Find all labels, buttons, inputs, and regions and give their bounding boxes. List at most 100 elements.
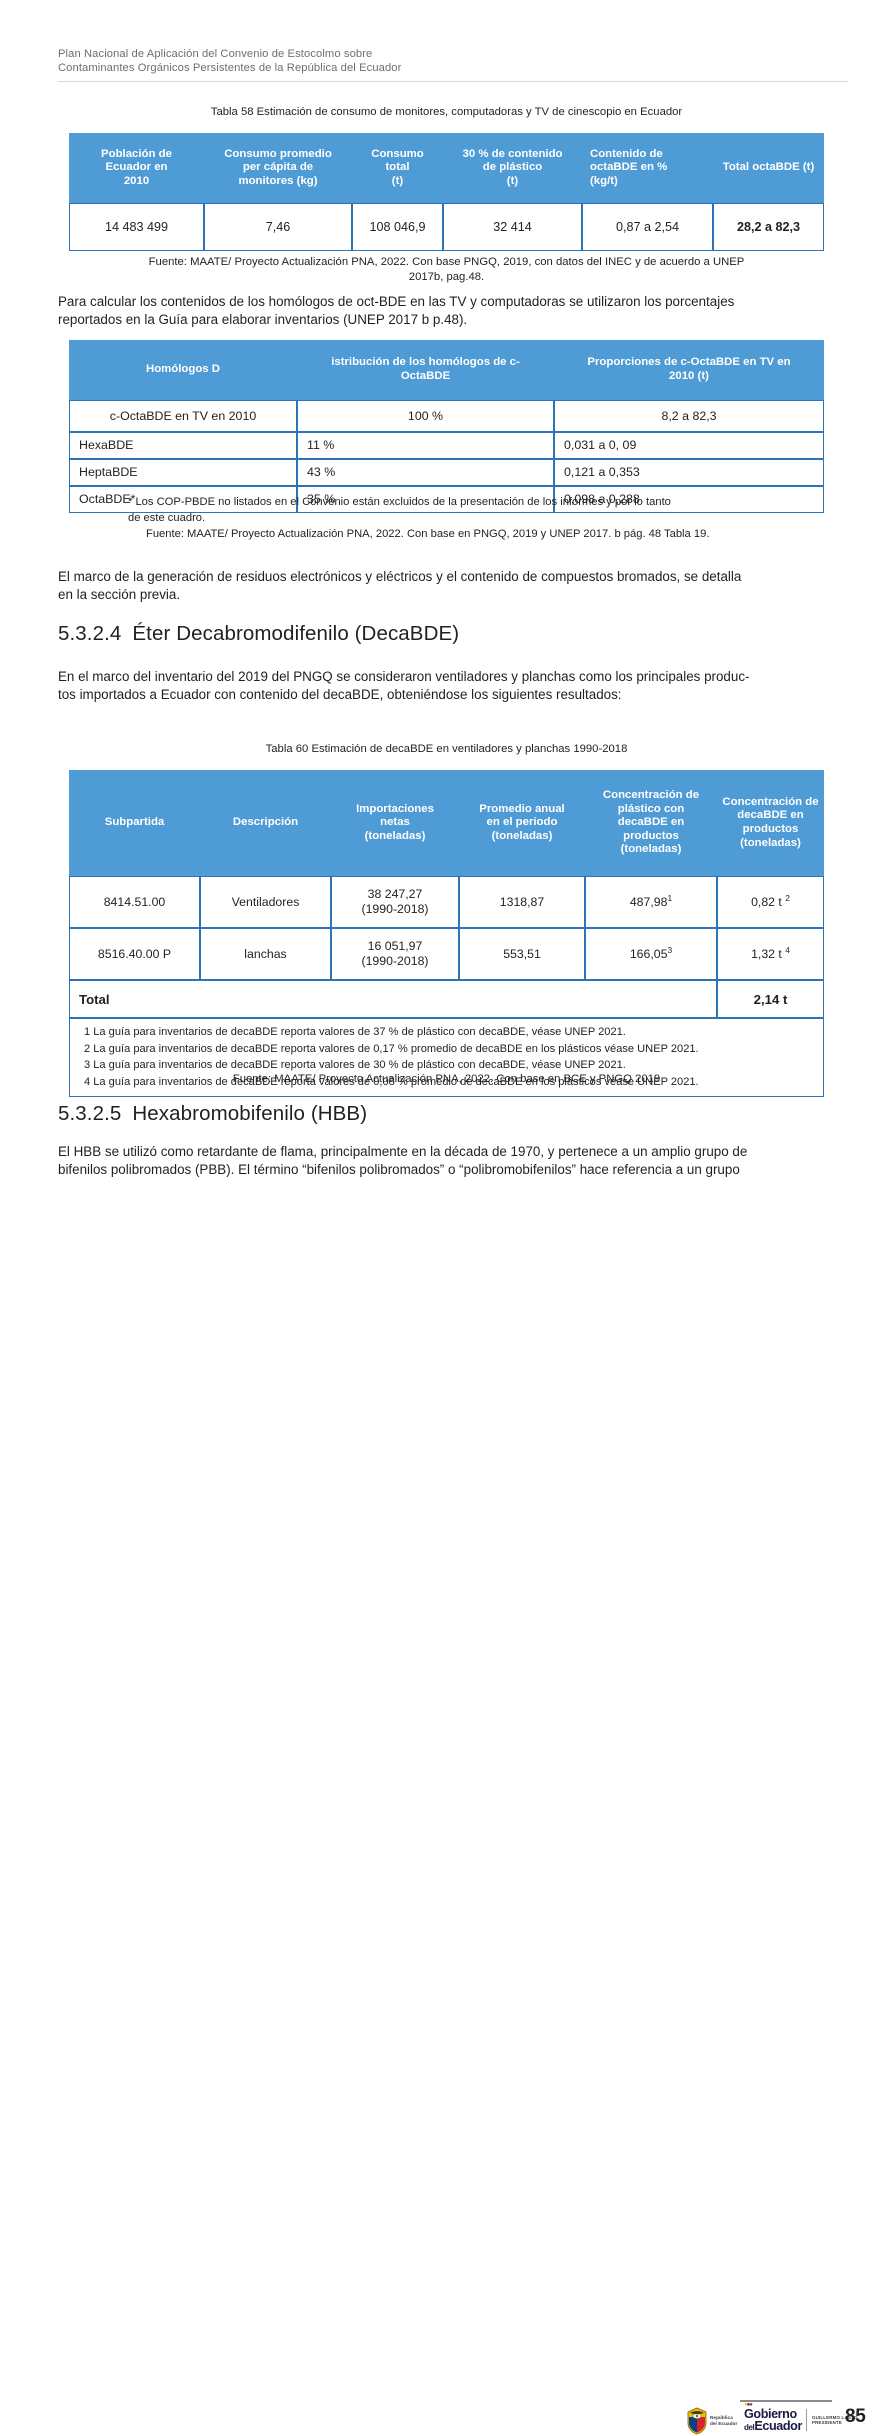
value-line: 16 051,97 [367,939,423,953]
cell-promedio: 1318,87 [459,876,585,928]
hdr-line: 2010 [123,174,150,187]
table-58-caption: Tabla 58 Estimación de consumo de monito… [210,106,683,118]
paragraph-line: En el marco del inventario del 2019 del … [58,669,750,684]
hdr-line: monitores (kg) [238,174,318,187]
table-row: HeptaBDE 43 % 0,121 a 0,353 [69,459,824,486]
paragraph-line: en la sección previa. [58,586,181,602]
value-line: 0,82 t [751,894,786,909]
hdr-line: Consumo [371,147,424,160]
value-line: 1,32 t [751,946,786,961]
header-line-2: Contaminantes Orgánicos Persistentes de … [58,61,402,74]
hdr-line: (kg/t) [590,174,618,187]
value-line: 166,05 [629,946,668,961]
table-60-source: Fuente: MAATE/ Proyecto Actualización PN… [232,1073,661,1085]
col-header-homologos: Homólogos D [69,340,297,400]
hdr-line: (t) [506,174,519,187]
col-header-plastico: 30 % de contenido de plástico (t) [443,133,582,203]
table-60-header-row: Subpartida Descripción Importaciones net… [69,770,824,876]
crest-label: República del Ecuador [710,2415,737,2426]
table-footnotes-row: 1 La guía para inventarios de decaBDE re… [69,1018,824,1097]
cell-importaciones: 38 247,27 (1990-2018) [331,876,459,928]
paragraph-inventario: En el marco del inventario del 2019 del … [58,668,848,703]
cell-distribucion: 11 % [297,432,554,459]
footnote-ref: 3 [667,944,673,955]
table-58-source: Fuente: MAATE/ Proyecto Actualización PN… [69,255,824,285]
footer-divider [740,2400,832,2402]
cell-proporcion: 8,2 a 82,3 [554,400,824,432]
note-line-1: * Los COP-PBDE no listados en el Conveni… [128,496,671,508]
cell-total-value: 2,14 t [717,980,824,1018]
gobierno-del-ecuador-logo: Gobierno delEcuador [744,2407,802,2434]
col-header-poblacion: Población de Ecuador en 2010 [69,133,204,203]
col-header-conc-plastico: Concentración de plástico con decaBDE en… [585,770,717,876]
document-running-header: Plan Nacional de Aplicación del Convenio… [58,48,848,83]
section-heading-5-3-2-4: 5.3.2.4 Éter Decabromodifenilo (DecaBDE) [58,622,459,646]
cell-proporcion: 0,098 a 0,288 [554,486,824,513]
hdr-line: plástico con [617,802,685,815]
cell-proporcion: 0,121 a 0,353 [554,459,824,486]
cell-conc-plastico: 166,053 [585,928,717,980]
cell-conc-plastico: 487,981 [585,876,717,928]
cell-distribucion: 100 % [297,400,554,432]
hdr-line: 2010 (t) [669,370,709,382]
paragraph-line: El HBB se utilizó como retardante de fla… [58,1144,748,1159]
section-number: 5.3.2.5 [58,1102,122,1125]
section-number: 5.3.2.4 [58,622,122,645]
cell-total-octabde: 28,2 a 82,3 [713,203,824,251]
table-row: 14 483 499 7,46 108 046,9 32 414 0,87 a … [69,203,824,251]
col-header-consumo-percapita: Consumo promedio per cápita de monitores… [204,133,352,203]
section-heading-5-3-2-5: 5.3.2.5 Hexabromobifenilo (HBB) [58,1102,367,1126]
cell-plastico: 32 414 [443,203,582,251]
hdr-line: (toneladas) [740,836,801,849]
table-60-footnotes: 1 La guía para inventarios de decaBDE re… [69,1018,824,1097]
cell-consumo-percapita: 7,46 [204,203,352,251]
table-59-header-row: Homólogos D istribución de los homólogos… [69,340,824,400]
section-title: Éter Decabromodifenilo (DecaBDE) [132,622,460,645]
note-line-2: de este cuadro. [128,512,206,524]
hdr-line: Concentración de [602,789,700,802]
footnote-ref: 4 [785,944,790,955]
table-58: Población de Ecuador en 2010 Consumo pro… [69,133,824,251]
footnote-3: 3 La guía para inventarios de decaBDE re… [84,1059,626,1071]
col-header-descripcion: Descripción [200,770,331,876]
hdr-line: decaBDE en [737,809,804,822]
hdr-line: OctaBDE [400,370,451,382]
period-line: (1990-2018) [361,902,429,916]
paragraph-residuos: El marco de la generación de residuos el… [58,568,848,603]
col-header-consumo-total: Consumo total (t) [352,133,443,203]
hdr-line: Ecuador en [105,161,168,174]
hdr-line: en el periodo [486,816,558,829]
page-number: 85 [845,2406,866,2427]
gobierno-ecuador: Ecuador [754,2419,802,2434]
cell-homologo: OctaBDE* [69,486,297,513]
col-header-distribucion: istribución de los homólogos de c- OctaB… [297,340,554,400]
table-60-caption: Tabla 60 Estimación de decaBDE en ventil… [265,743,628,755]
hdr-line: Concentración de [722,795,819,808]
hdr-line: total [385,161,410,174]
col-header-subpartida: Subpartida [69,770,200,876]
footnote-ref: 2 [785,892,790,903]
hdr-line: Total octaBDE (t) [722,161,815,174]
ecuador-coat-of-arms-icon [687,2407,707,2435]
table-59-notes: * Los COP-PBDE no listados en el Conveni… [128,494,848,542]
table-58-header-row: Población de Ecuador en 2010 Consumo pro… [69,133,824,203]
footnote-4: 4 La guía para inventarios de decaBDE re… [84,1075,699,1088]
table-59-homologos: Homólogos D istribución de los homólogos… [69,340,824,513]
source-line-1: Fuente: MAATE/ Proyecto Actualización PN… [148,256,745,268]
hdr-line: Importaciones [356,802,434,815]
hdr-line: productos [742,823,799,835]
header-line-1: Plan Nacional de Aplicación del Convenio… [58,48,373,60]
cell-descripcion: lanchas [200,928,331,980]
hdr-line: netas [380,816,410,829]
hdr-line: istribución de los homólogos de c- [331,356,520,369]
cell-importaciones: 16 051,97 (1990-2018) [331,928,459,980]
hdr-line: (t) [391,174,404,187]
cell-descripcion: Ventiladores [200,876,331,928]
paragraph-line: bifenilos polibromados (PBB). El término… [58,1161,740,1177]
hdr-line: (toneladas) [364,829,426,842]
cell-consumo-total: 108 046,9 [352,203,443,251]
cell-homologo: HeptaBDE [69,459,297,486]
cell-subpartida: 8516.40.00 P [69,928,200,980]
hdr-line: de plástico [482,161,543,174]
table-row: HexaBDE 11 % 0,031 a 0, 09 [69,432,824,459]
